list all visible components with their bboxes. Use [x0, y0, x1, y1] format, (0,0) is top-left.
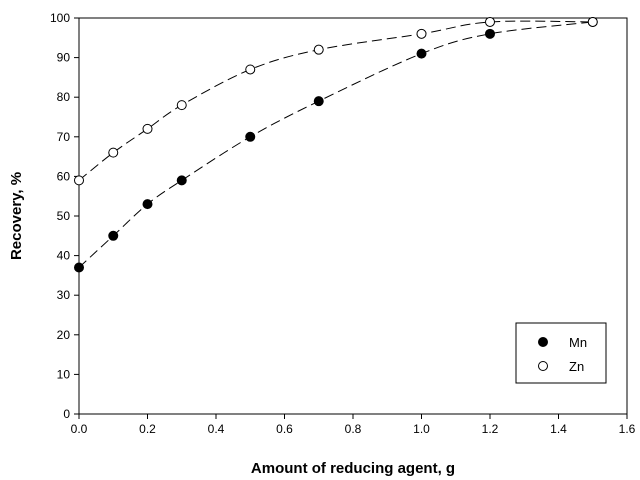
- data-point-zn: [176, 100, 187, 111]
- data-point-mn: [485, 28, 495, 39]
- y-tick-label: 90: [57, 51, 71, 65]
- x-tick-label: 0.4: [208, 422, 225, 436]
- data-point-mn: [108, 230, 119, 241]
- legend-box: [515, 322, 607, 384]
- series-line-mn: [78, 21, 593, 268]
- data-point-mn: [176, 175, 187, 186]
- x-tick-label: 1.4: [550, 422, 567, 436]
- legend-marker-mn: [538, 337, 548, 347]
- y-tick-label: 100: [50, 11, 70, 25]
- data-point-zn: [142, 123, 153, 134]
- y-tick-label: 60: [57, 169, 71, 183]
- x-tick-label: 0.0: [71, 422, 88, 436]
- x-tick-label: 1.2: [482, 422, 499, 436]
- y-tick-label: 0: [63, 407, 70, 421]
- data-point-zn: [74, 175, 84, 186]
- legend-label-zn: Zn: [569, 359, 584, 374]
- data-point-zn: [108, 147, 119, 158]
- data-point-zn: [313, 44, 324, 55]
- legend: Mn Zn: [515, 322, 607, 384]
- data-point-zn: [587, 16, 598, 27]
- y-tick-label: 10: [57, 367, 71, 381]
- legend-label-mn: Mn: [569, 335, 587, 350]
- y-tick-label: 20: [57, 328, 71, 342]
- x-tick-label: 0.2: [139, 422, 156, 436]
- axes: 0.0 0.2 0.4 0.6 0.8 1.0 1.2 1.4 1.6 0 10 20 30 40 50 60…: [50, 11, 636, 436]
- data-point-zn: [416, 28, 427, 39]
- data-point-mn: [245, 131, 256, 142]
- x-axis-title: Amount of reducing agent, g: [251, 460, 455, 477]
- y-axis-title: Recovery, %: [8, 172, 25, 260]
- y-tick-label: 70: [57, 130, 71, 144]
- y-tick-label: 30: [57, 288, 71, 302]
- y-tick-label: 50: [57, 209, 71, 223]
- legend-marker-zn: [538, 361, 548, 371]
- x-tick-label: 1.0: [413, 422, 430, 436]
- y-tick-label: 80: [57, 90, 71, 104]
- y-tick-label: 40: [57, 249, 71, 263]
- series-line-zn: [78, 20, 593, 181]
- data-point-zn: [245, 64, 256, 75]
- data-point-mn: [313, 96, 324, 107]
- x-tick-label: 0.8: [345, 422, 362, 436]
- data-point-zn: [485, 16, 495, 27]
- data-point-mn: [74, 262, 84, 273]
- series-lines: [78, 20, 593, 268]
- series-markers: [74, 16, 598, 273]
- data-point-mn: [416, 48, 427, 59]
- data-point-mn: [142, 199, 153, 210]
- x-tick-label: 0.6: [276, 422, 293, 436]
- x-tick-label: 1.6: [619, 422, 636, 436]
